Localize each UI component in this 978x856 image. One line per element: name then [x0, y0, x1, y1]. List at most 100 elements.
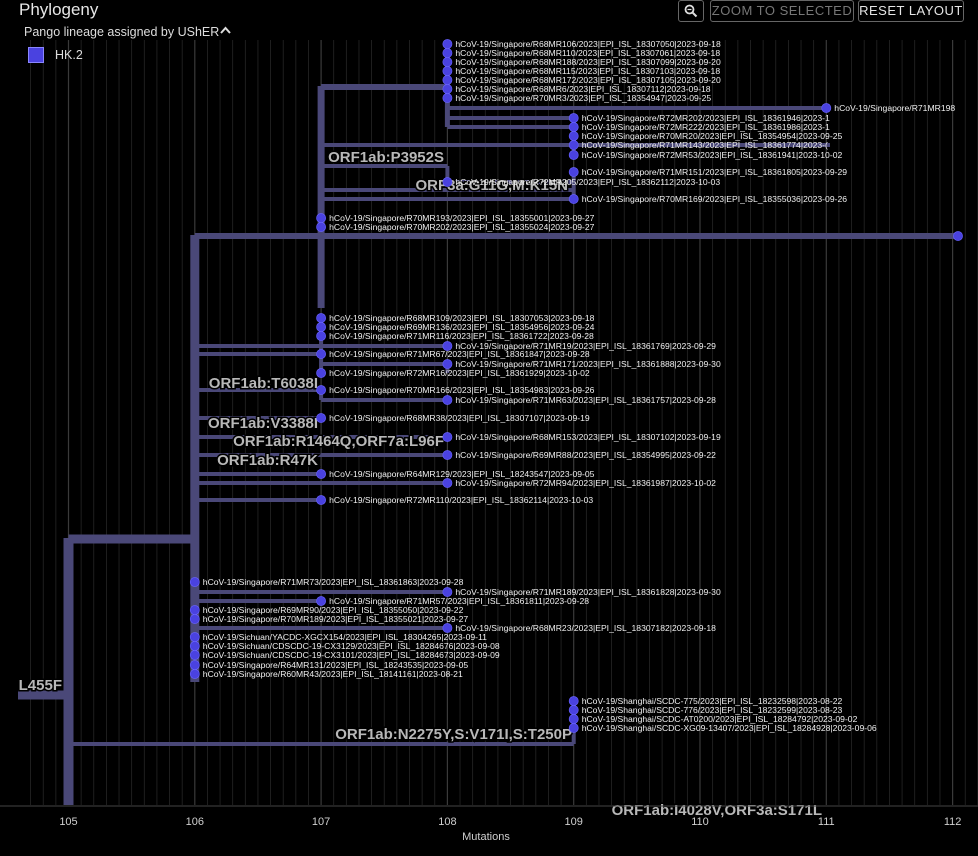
tip-label: hCoV-19/Singapore/R71MR67/2023|EPI_ISL_1… — [329, 349, 590, 359]
tip-node — [316, 313, 326, 323]
tip-node — [442, 84, 453, 94]
tip-node — [568, 705, 579, 715]
tip-node — [442, 341, 453, 351]
tip-label: hCoV-19/Singapore/R60MR43/2023|EPI_ISL_1… — [203, 669, 463, 679]
tip-node — [189, 669, 200, 679]
tip-node — [189, 614, 200, 624]
mutation-label: ORF1ab:P3952S — [328, 149, 444, 166]
mutation-label: ORF1ab:R47K — [217, 452, 318, 469]
tip-node — [568, 696, 579, 706]
x-axis: 105 106 107 108 109 110 111 112 Mutations — [0, 805, 978, 843]
tip-label: hCoV-19/Singapore/R71MR189/2023|EPI_ISL_… — [455, 587, 721, 597]
tip-label: hCoV-19/Singapore/R68MR109/2023|EPI_ISL_… — [329, 313, 595, 323]
mutation-label: ORF1ab:N2275Y,S:V171I,S:T250P — [335, 726, 572, 743]
zoom-button[interactable] — [678, 0, 704, 22]
tip-node — [316, 413, 326, 423]
tip-label: hCoV-19/Singapore/R71MR19/2023|EPI_ISL_1… — [455, 341, 716, 351]
tip-label: hCoV-19/Shanghai/SCDC-XG09-13407/2023|EP… — [582, 723, 877, 733]
tip-label: hCoV-19/Shanghai/SCDC-775/2023|EPI_ISL_1… — [582, 696, 843, 706]
tip-label: hCoV-19/Singapore/R69MR90/2023|EPI_ISL_1… — [203, 605, 464, 615]
tip-node — [568, 113, 579, 123]
tip-node — [442, 359, 453, 369]
tip-label: hCoV-19/Singapore/R71MR171/2023|EPI_ISL_… — [455, 359, 721, 369]
tip-node — [442, 623, 453, 633]
tip-label: hCoV-19/Singapore/R69MR136/2023|EPI_ISL_… — [329, 322, 595, 332]
tip-node — [442, 75, 453, 85]
tip-label: hCoV-19/Sichuan/YACDC-XGCX154/2023|EPI_I… — [203, 632, 487, 642]
tip-label: hCoV-19/Singapore/R72MR222/2023|EPI_ISL_… — [582, 122, 830, 132]
tip-label: hCoV-19/Singapore/R71MR143/2023|EPI_ISL_… — [582, 140, 828, 150]
tip-node — [442, 432, 453, 442]
tip-node — [189, 632, 200, 642]
mutation-label: ORF3a:G11G,M:K15N — [415, 177, 568, 194]
tick-label: 109 — [565, 816, 583, 828]
mutation-label: ORF1ab:V3388I — [208, 415, 318, 432]
tip-node — [442, 395, 453, 405]
tip-label: hCoV-19/Singapore/R72MR16/2023|EPI_ISL_1… — [329, 368, 590, 378]
tip-label: hCoV-19/Singapore/R71MR73/2023|EPI_ISL_1… — [203, 577, 464, 587]
tip-node — [316, 322, 326, 332]
mutation-labels: L455F ORF1ab:P3952S ORF3a:G11G,M:K15N ORF1a… — [17, 148, 823, 821]
tip-label: hCoV-19/Singapore/R71MR116/2023|EPI_ISL_… — [329, 331, 594, 341]
tip-node — [189, 660, 200, 670]
tip-node — [316, 331, 326, 341]
tip-node — [953, 231, 963, 241]
panel-title: Phylogeny — [19, 0, 99, 19]
reset-layout-button[interactable]: RESET LAYOUT — [858, 0, 964, 22]
magnifier-icon — [684, 4, 698, 18]
tip-node — [442, 587, 453, 597]
axis-label: Mutations — [462, 831, 510, 843]
tip-node — [442, 66, 453, 76]
tip-label: hCoV-19/Shanghai/SCDC-AT0200/2023|EPI_IS… — [582, 714, 858, 724]
tip-label: hCoV-19/Singapore/R70MR20/2023|EPI_ISL_1… — [582, 131, 843, 141]
legend-swatch-hk2[interactable] — [28, 47, 44, 63]
chevron-up-icon[interactable] — [220, 26, 232, 35]
tip-label: hCoV-19/Singapore/R68MR172/2023|EPI_ISL_… — [455, 75, 721, 85]
tip-node — [442, 57, 453, 67]
tip-label: hCoV-19/Singapore/R68MR106/2023|EPI_ISL_… — [455, 39, 721, 49]
zoom-to-selected-button[interactable]: ZOOM TO SELECTED — [710, 0, 854, 22]
mutation-label: ORF1ab:T6038I — [209, 375, 318, 392]
tick-label: 107 — [312, 816, 330, 828]
tip-node — [442, 478, 453, 488]
tip-node — [316, 368, 326, 378]
tip-node — [316, 495, 326, 505]
tip-label: hCoV-19/Singapore/R64MR129/2023|EPI_ISL_… — [329, 469, 595, 479]
tip-label: hCoV-19/Singapore/R71MR57/2023|EPI_ISL_1… — [329, 596, 589, 606]
tip-label: hCoV-19/Singapore/R68MR110/2023|EPI_ISL_… — [455, 48, 720, 58]
tip-node — [316, 469, 326, 479]
tip-node — [568, 140, 579, 150]
tick-label: 112 — [944, 816, 962, 828]
legend-item-label[interactable]: HK.2 — [55, 48, 83, 62]
tip-node — [568, 723, 579, 733]
tip-label: hCoV-19/Singapore/R70MR202/2023|EPI_ISL_… — [329, 222, 595, 232]
tip-label: hCoV-19/Singapore/R70MR169/2023|EPI_ISL_… — [582, 194, 848, 204]
tip-node — [189, 650, 200, 660]
tip-label: hCoV-19/Singapore/R71MR63/2023|EPI_ISL_1… — [455, 395, 716, 405]
mutation-label: ORF1ab:I4028V,ORF3a:S171L — [612, 802, 822, 819]
tip-label: hCoV-19/Singapore/R68MR6/2023|EPI_ISL_18… — [455, 84, 710, 94]
tick-label: 105 — [59, 816, 77, 828]
tip-node — [568, 714, 579, 724]
tip-label: hCoV-19/Singapore/R68MR23/2023|EPI_ISL_1… — [455, 623, 716, 633]
tip-label: hCoV-19/Singapore/R71MR198 — [834, 103, 955, 113]
tip-label: hCoV-19/Singapore/R72MR205/2023|EPI_ISL_… — [455, 177, 720, 187]
tip-label: hCoV-19/Singapore/R70MR166/2023|EPI_ISL_… — [329, 385, 595, 395]
tick-label: 108 — [438, 816, 456, 828]
tip-label: hCoV-19/Singapore/R68MR38/2023|EPI_ISL_1… — [329, 413, 590, 423]
tip-node — [316, 596, 326, 606]
tip-label: hCoV-19/Singapore/R68MR153/2023|EPI_ISL_… — [455, 432, 721, 442]
tip-node — [316, 213, 326, 223]
tip-label: hCoV-19/Singapore/R70MR193/2023|EPI_ISL_… — [329, 213, 595, 223]
tip-label: hCoV-19/Singapore/R72MR53/2023|EPI_ISL_1… — [582, 150, 843, 160]
tip-label: hCoV-19/Singapore/R64MR131/2023|EPI_ISL_… — [203, 660, 469, 670]
mutation-label: L455F — [19, 677, 62, 694]
tip-label: hCoV-19/Sichuan/CDSCDC-19-CX3101/2023|EP… — [203, 650, 500, 660]
tip-node — [189, 641, 200, 651]
mutation-label: ORF1ab:R1464Q,ORF7a:L96F — [233, 433, 444, 450]
tip-label: hCoV-19/Sichuan/CDSCDC-19-CX3129/2023|EP… — [203, 641, 500, 651]
tip-node — [189, 577, 200, 587]
legend-title[interactable]: Pango lineage assigned by UShER — [24, 25, 232, 39]
tip-node — [568, 122, 579, 132]
